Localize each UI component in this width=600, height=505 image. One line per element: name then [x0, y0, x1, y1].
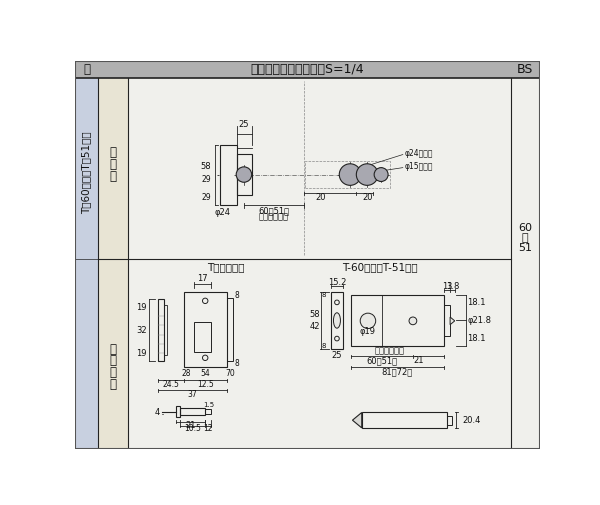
Bar	[128, 78, 511, 449]
Bar	[75, 61, 540, 78]
Text: φ15貫通孔: φ15貫通孔	[404, 163, 433, 171]
Bar	[158, 299, 164, 361]
Text: 錠: 錠	[109, 378, 116, 390]
Text: 12: 12	[203, 424, 213, 433]
Bar	[237, 154, 252, 195]
Text: 81（72）: 81（72）	[382, 367, 413, 376]
Text: 8: 8	[235, 291, 239, 300]
Text: 18.1: 18.1	[467, 334, 485, 343]
Text: ・: ・	[109, 366, 116, 379]
Bar	[220, 144, 237, 205]
Polygon shape	[450, 317, 455, 325]
Bar	[98, 78, 128, 449]
Text: 29: 29	[202, 175, 211, 184]
Bar	[205, 409, 211, 414]
Text: バックセット: バックセット	[374, 346, 404, 356]
Text: 17: 17	[197, 274, 208, 283]
Text: 8: 8	[322, 292, 326, 298]
Circle shape	[339, 164, 361, 185]
Text: 受: 受	[109, 343, 116, 356]
Text: 3.8: 3.8	[446, 282, 460, 291]
Text: 54: 54	[201, 369, 211, 378]
Text: 10.5: 10.5	[184, 424, 201, 433]
Text: 切: 切	[109, 146, 116, 160]
Circle shape	[360, 313, 376, 329]
Text: 28: 28	[182, 369, 191, 378]
Bar	[447, 416, 452, 425]
Text: 切欠図・受座・鍵　　S=1/4: 切欠図・受座・鍵 S=1/4	[251, 63, 364, 76]
Bar	[181, 408, 205, 415]
Circle shape	[409, 317, 417, 325]
Text: 60（51）: 60（51）	[258, 206, 289, 215]
Text: ・: ・	[522, 233, 529, 243]
Text: 欠: 欠	[109, 158, 116, 171]
Text: 19: 19	[137, 348, 147, 358]
Circle shape	[335, 300, 339, 305]
Text: 58: 58	[309, 310, 320, 319]
Text: 20: 20	[316, 193, 326, 202]
Text: 15.2: 15.2	[328, 278, 346, 287]
Bar	[227, 298, 233, 361]
Text: T－60空鍵／T－51空鍵: T－60空鍵／T－51空鍵	[82, 131, 92, 214]
Text: φ24: φ24	[215, 208, 230, 217]
Text: 20: 20	[362, 193, 373, 202]
Circle shape	[202, 355, 208, 361]
Text: 42: 42	[310, 322, 320, 331]
Text: 8: 8	[322, 342, 326, 348]
Text: 座: 座	[109, 355, 116, 368]
Text: 25: 25	[239, 120, 249, 129]
Text: 4: 4	[154, 408, 160, 417]
Text: 51: 51	[518, 243, 532, 254]
Text: 24.5: 24.5	[163, 380, 179, 389]
Text: 58: 58	[201, 163, 211, 171]
Text: 8: 8	[235, 359, 239, 368]
Text: φ21.8: φ21.8	[467, 316, 491, 325]
Text: バックセット: バックセット	[259, 213, 289, 221]
Circle shape	[374, 168, 388, 181]
Bar	[184, 291, 227, 367]
Text: 25: 25	[332, 351, 342, 360]
Circle shape	[335, 336, 339, 341]
Text: T空鍵用受座: T空鍵用受座	[207, 262, 244, 272]
Bar	[444, 305, 450, 336]
Text: BS: BS	[517, 63, 533, 76]
Text: 12.5: 12.5	[197, 380, 214, 389]
Text: 20.4: 20.4	[463, 416, 481, 425]
Bar	[176, 407, 181, 417]
Bar	[511, 78, 540, 449]
Polygon shape	[352, 413, 362, 428]
Text: 37: 37	[188, 390, 197, 399]
Bar	[331, 291, 343, 349]
Text: 鍵: 鍵	[83, 63, 90, 76]
Bar	[75, 78, 98, 449]
Text: 32: 32	[136, 326, 147, 335]
Ellipse shape	[334, 313, 340, 328]
Bar	[194, 322, 211, 351]
Circle shape	[356, 164, 378, 185]
Text: 60: 60	[518, 223, 532, 233]
Circle shape	[236, 167, 252, 182]
Text: 70: 70	[225, 369, 235, 378]
Text: 29: 29	[202, 193, 211, 202]
Text: T-60空鍵・T-51空鍵: T-60空鍵・T-51空鍵	[343, 262, 418, 272]
Text: 図: 図	[109, 170, 116, 183]
Text: φ19: φ19	[360, 327, 376, 336]
Bar	[305, 162, 389, 188]
Circle shape	[202, 298, 208, 304]
Text: 60（51）: 60（51）	[367, 357, 397, 366]
Text: 18.1: 18.1	[467, 298, 485, 307]
Text: φ24貫通孔: φ24貫通孔	[404, 148, 433, 158]
Text: 19: 19	[137, 302, 147, 312]
Bar	[351, 295, 444, 345]
Bar	[164, 306, 167, 355]
Bar	[362, 413, 447, 428]
Text: 21: 21	[414, 357, 424, 366]
Text: 21: 21	[185, 421, 196, 430]
Text: 1.5: 1.5	[203, 402, 214, 408]
Text: 11: 11	[442, 282, 452, 291]
